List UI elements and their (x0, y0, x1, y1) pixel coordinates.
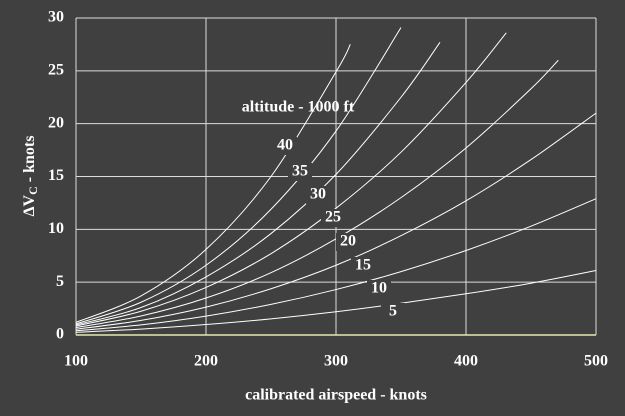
x-tick-label: 100 (64, 353, 88, 370)
series-label: 35 (292, 163, 308, 180)
series-label: 20 (340, 233, 356, 250)
label-bg (273, 137, 297, 155)
series-line (75, 198, 597, 332)
series-label: 10 (371, 280, 387, 297)
series-label: 15 (355, 257, 371, 274)
y-tick-label: 0 (56, 326, 64, 343)
series-line (75, 270, 597, 333)
y-tick-label: 20 (48, 114, 64, 131)
series-line (75, 27, 402, 325)
series-line (75, 44, 351, 323)
x-tick-label: 300 (324, 353, 348, 370)
label-bg (321, 209, 345, 227)
label-bg (288, 163, 312, 181)
label-bg (336, 233, 360, 251)
y-tick-label: 25 (48, 62, 64, 79)
label-bg (306, 186, 330, 204)
y-tick-label: 10 (48, 220, 64, 237)
label-bg (381, 303, 405, 321)
series-line (75, 112, 597, 330)
series-label: 25 (325, 209, 341, 226)
y-tick-label: 5 (56, 273, 64, 290)
x-tick-label: 200 (194, 353, 218, 370)
series-line (75, 42, 441, 326)
label-bg (351, 257, 375, 275)
y-tick-label: 30 (48, 9, 64, 26)
series-label: 5 (389, 303, 397, 320)
y-axis-label: ΔVC - knots (21, 136, 40, 217)
annotation: altitude - 1000 ft (242, 99, 355, 116)
y-label-sub: C (26, 186, 40, 195)
y-tick-label: 15 (48, 167, 64, 184)
series-label: 30 (310, 186, 326, 203)
x-tick-label: 400 (454, 353, 478, 370)
x-axis-label: calibrated airspeed - knots (245, 387, 427, 404)
y-label-part: ΔV (21, 194, 38, 216)
y-label-part: - knots (21, 136, 38, 187)
x-tick-label: 500 (584, 353, 608, 370)
series-label: 40 (277, 137, 293, 154)
series-line (75, 32, 507, 327)
label-bg (367, 280, 391, 298)
